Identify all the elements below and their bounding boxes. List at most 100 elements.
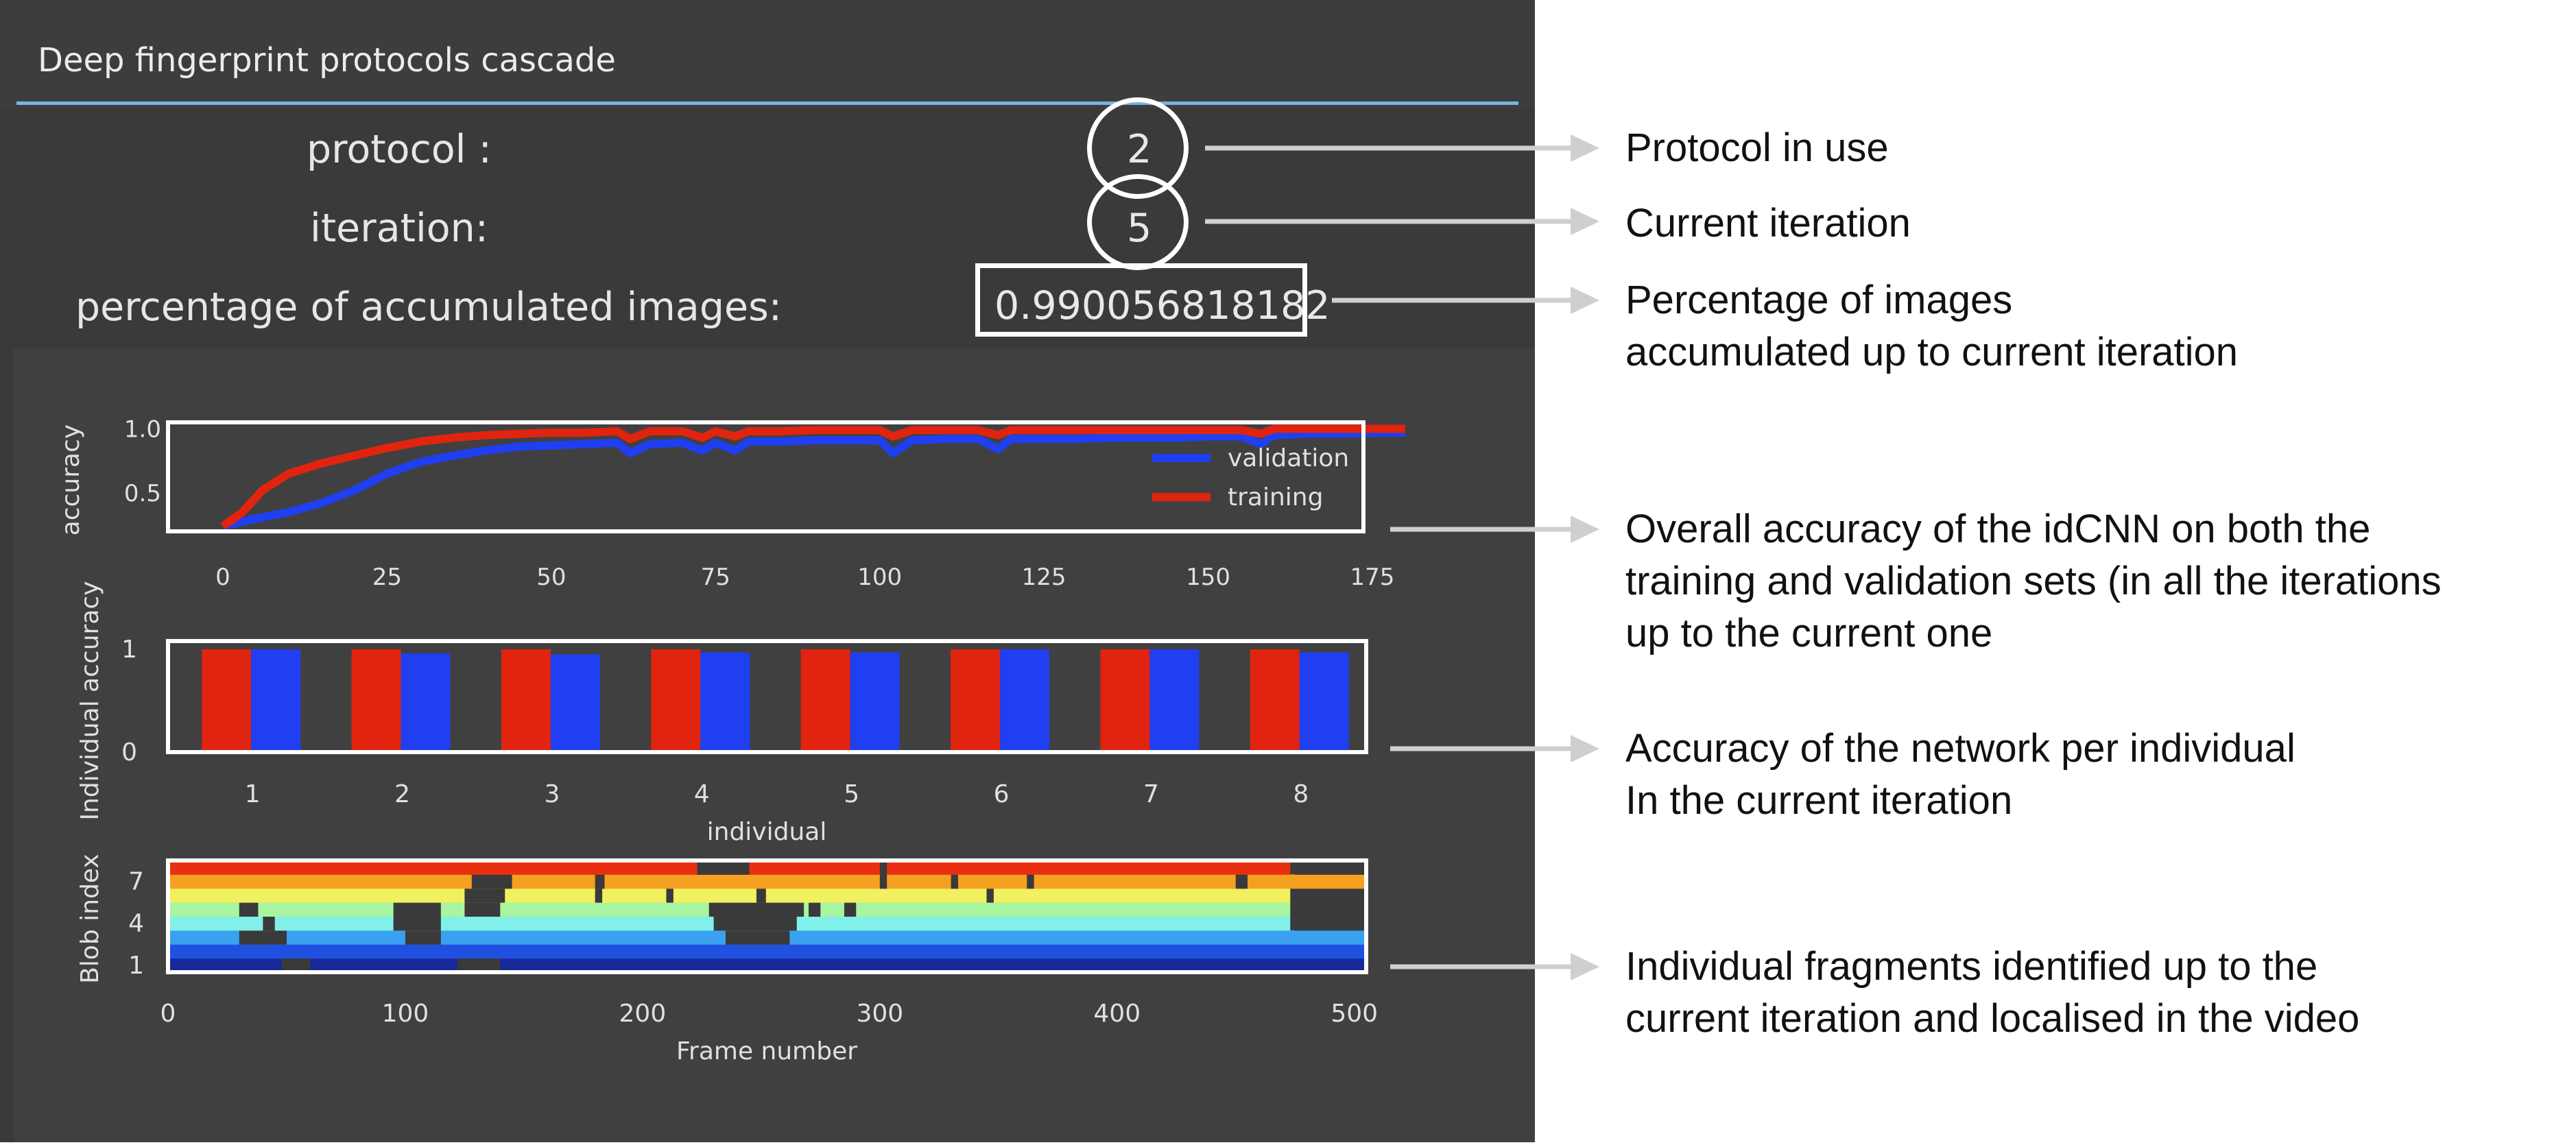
bar-training-3 xyxy=(501,649,551,752)
accuracy-line-validation xyxy=(222,429,1405,531)
annotation-percentage-line: Percentage of images xyxy=(1625,278,2013,322)
accuracy-line-training xyxy=(220,424,1405,530)
arrow-protocol-head xyxy=(1571,134,1599,162)
heatmap-row-blob-6 xyxy=(168,888,1291,903)
bar-validation-5 xyxy=(850,652,900,752)
accuracy-xtick: 125 xyxy=(1022,564,1066,591)
heatmap-gap xyxy=(713,916,797,931)
heatmap-ylabel: Blob index xyxy=(76,854,104,984)
heatmap-gap xyxy=(697,860,750,875)
heatmap-gap xyxy=(595,888,603,903)
heatmap-gap xyxy=(464,888,505,903)
heatmap-gap xyxy=(1295,916,1366,931)
annotation-iteration: Current iteration xyxy=(1625,197,1911,250)
legend-label-training: training xyxy=(1228,483,1323,511)
bar-validation-4 xyxy=(700,652,750,752)
individual-ytick: 1 xyxy=(121,636,137,664)
bar-validation-6 xyxy=(1000,649,1050,752)
accuracy-ylabel: accuracy xyxy=(57,424,85,535)
annotation-fragments: Individual fragments identified up to th… xyxy=(1625,941,2359,1045)
heatmap-gap xyxy=(756,888,766,903)
heatmap-gap xyxy=(595,874,605,889)
annotation-protocol: Protocol in use xyxy=(1625,122,1889,174)
annotation-accuracy: Overall accuracy of the idCNN on both th… xyxy=(1625,503,2442,660)
heatmap-gap xyxy=(239,930,287,945)
heatmap-gap xyxy=(879,860,887,875)
arrow-individual-head xyxy=(1571,735,1599,762)
heatmap-ytick: 7 xyxy=(128,868,144,896)
individual-xlabel: individual xyxy=(707,818,827,846)
bar-validation-8 xyxy=(1299,652,1349,752)
individual-ylabel: Individual accuracy xyxy=(76,581,104,820)
plots-area: 0 25 50 75 100 125 150 175 0.5 1.0 accuracy validat… xyxy=(14,348,1535,1142)
accuracy-xtick: 0 xyxy=(215,564,230,591)
annotation-iteration-line: Current iteration xyxy=(1625,201,1911,245)
arrow-iteration-head xyxy=(1571,208,1599,235)
percentage-highlight-box xyxy=(975,263,1307,337)
heatmap-xtick: 100 xyxy=(382,1000,429,1028)
heatmap-row-blob-2 xyxy=(168,944,1366,959)
heatmap-gap xyxy=(1295,860,1366,875)
annotation-fragments-line: Individual fragments identified up to th… xyxy=(1625,944,2318,989)
accuracy-ytick: 0.5 xyxy=(124,480,161,507)
individual-xtick: 2 xyxy=(394,780,410,808)
annotation-individual: Accuracy of the network per individual I… xyxy=(1625,723,2295,827)
heatmap-gap xyxy=(951,874,958,889)
heatmap-gap xyxy=(393,916,441,931)
annotation-protocol-line: Protocol in use xyxy=(1625,125,1889,170)
percentage-value: 0.990056818182 xyxy=(994,283,1331,328)
heatmap-gap xyxy=(708,902,804,917)
heatmap-gap xyxy=(809,902,821,917)
arrow-fragments-head xyxy=(1571,953,1599,980)
individual-xtick: 3 xyxy=(544,780,560,808)
legend-label-validation: validation xyxy=(1228,444,1349,472)
heatmap-gap xyxy=(464,902,501,917)
heatmap-xtick: 0 xyxy=(160,1000,176,1028)
heatmap-row-blob-7 xyxy=(168,874,1366,889)
bar-training-2 xyxy=(351,649,401,752)
heatmap-xtick: 200 xyxy=(619,1000,667,1028)
heatmap-gap xyxy=(263,916,275,931)
accuracy-ytick: 1.0 xyxy=(124,415,161,443)
heatmap-gap xyxy=(457,958,501,973)
heatmap-ytick: 4 xyxy=(128,910,144,938)
heatmap-gap xyxy=(1027,874,1034,889)
individual-xtick: 4 xyxy=(694,780,710,808)
heatmap-ytick: 1 xyxy=(128,952,144,980)
heatmap-gap xyxy=(282,958,311,973)
accuracy-xtick: 150 xyxy=(1186,564,1230,591)
accuracy-xtick: 75 xyxy=(701,564,730,591)
individual-frame xyxy=(166,639,1368,754)
heatmap-gap xyxy=(844,902,857,917)
bar-validation-2 xyxy=(401,653,451,752)
heatmap-gap xyxy=(986,888,994,903)
heatmap-gap xyxy=(471,874,512,889)
iteration-label: iteration: xyxy=(310,206,489,251)
title-underline xyxy=(16,101,1518,105)
individual-xtick: 1 xyxy=(245,780,261,808)
annotation-accuracy-line: Overall accuracy of the idCNN on both th… xyxy=(1625,507,2371,551)
heatmap-gap xyxy=(393,902,441,917)
individual-xtick: 7 xyxy=(1143,780,1159,808)
annotation-percentage: Percentage of images accumulated up to c… xyxy=(1625,274,2238,378)
protocol-cascade-window: Deep fingerprint protocols cascade proto… xyxy=(0,0,1535,1142)
accuracy-xtick: 50 xyxy=(536,564,566,591)
arrow-accuracy-head xyxy=(1571,516,1599,543)
annotation-accuracy-line: up to the current one xyxy=(1625,611,1993,655)
heatmap-gap xyxy=(1235,874,1248,889)
accuracy-frame xyxy=(166,420,1365,533)
accuracy-xtick: 100 xyxy=(857,564,902,591)
bar-training-6 xyxy=(951,649,1001,752)
protocol-label: protocol : xyxy=(307,127,492,172)
heatmap-xlabel: Frame number xyxy=(676,1037,857,1065)
percentage-label: percentage of accumulated images: xyxy=(75,285,782,330)
annotation-individual-line: In the current iteration xyxy=(1625,778,2013,823)
bar-training-5 xyxy=(800,649,850,752)
bar-training-7 xyxy=(1100,649,1150,752)
title-bar: Deep fingerprint protocols cascade xyxy=(0,0,1535,108)
heatmap-xtick: 400 xyxy=(1093,1000,1141,1028)
heatmap-xtick: 300 xyxy=(856,1000,903,1028)
individual-ytick: 0 xyxy=(121,738,137,767)
heatmap-gap xyxy=(879,874,887,889)
